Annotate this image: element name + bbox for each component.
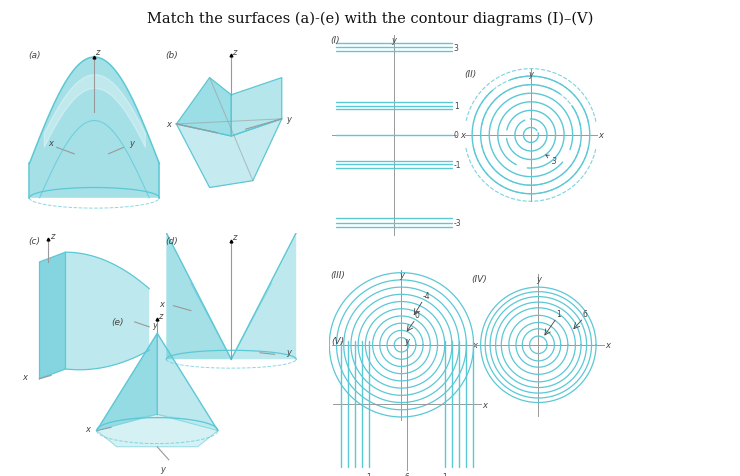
Text: 1: 1: [556, 309, 561, 318]
Text: x: x: [460, 131, 465, 140]
Text: y: y: [129, 139, 134, 147]
Text: (IV): (IV): [471, 274, 487, 283]
Text: z: z: [232, 48, 236, 57]
Polygon shape: [97, 415, 218, 447]
Text: (e): (e): [111, 317, 124, 327]
Text: x: x: [22, 372, 27, 381]
Text: 6: 6: [405, 472, 409, 476]
Text: 3: 3: [454, 43, 459, 52]
Text: y: y: [160, 464, 165, 473]
Text: 3: 3: [546, 156, 557, 165]
Text: y: y: [536, 274, 541, 283]
Text: x: x: [472, 341, 477, 349]
Polygon shape: [65, 253, 149, 370]
Text: x: x: [48, 139, 53, 147]
Text: y: y: [152, 320, 157, 329]
Polygon shape: [166, 233, 231, 359]
Polygon shape: [39, 253, 65, 379]
Text: 0: 0: [415, 311, 420, 319]
Text: y: y: [528, 69, 534, 79]
Text: 1: 1: [366, 472, 371, 476]
Text: -4: -4: [423, 291, 430, 300]
Text: 1: 1: [454, 102, 459, 111]
Text: z: z: [158, 311, 162, 320]
Text: (d): (d): [165, 237, 178, 246]
Polygon shape: [176, 119, 282, 188]
Text: 6: 6: [583, 309, 588, 318]
Text: (c): (c): [28, 237, 40, 246]
Text: -1: -1: [454, 160, 461, 169]
Text: (II): (II): [464, 69, 476, 79]
Polygon shape: [97, 334, 158, 431]
Text: y: y: [391, 36, 397, 45]
Polygon shape: [176, 79, 231, 137]
Text: Match the surfaces (a)-(e) with the contour diagrams (I)–(V): Match the surfaces (a)-(e) with the cont…: [147, 12, 593, 26]
Text: x: x: [482, 400, 487, 409]
Text: x: x: [605, 341, 610, 349]
Text: x: x: [166, 119, 172, 129]
Text: y: y: [399, 270, 404, 279]
Text: y: y: [405, 336, 409, 345]
Text: 0: 0: [454, 131, 459, 140]
Text: (I): (I): [331, 36, 340, 45]
Polygon shape: [30, 58, 159, 198]
Text: z: z: [50, 231, 54, 240]
Text: x: x: [159, 299, 164, 308]
Polygon shape: [158, 334, 218, 431]
Text: z: z: [232, 233, 236, 242]
Text: y: y: [286, 114, 291, 123]
Text: (V): (V): [331, 336, 344, 345]
Text: x: x: [599, 131, 603, 140]
Text: (III): (III): [331, 270, 346, 279]
Text: (b): (b): [165, 51, 178, 60]
Text: (a): (a): [28, 51, 41, 60]
Text: x: x: [85, 424, 90, 433]
Polygon shape: [231, 79, 282, 137]
Polygon shape: [231, 233, 296, 359]
Text: 1: 1: [443, 472, 448, 476]
Text: y: y: [286, 347, 291, 357]
Text: -3: -3: [454, 219, 461, 228]
Text: z: z: [95, 48, 99, 57]
